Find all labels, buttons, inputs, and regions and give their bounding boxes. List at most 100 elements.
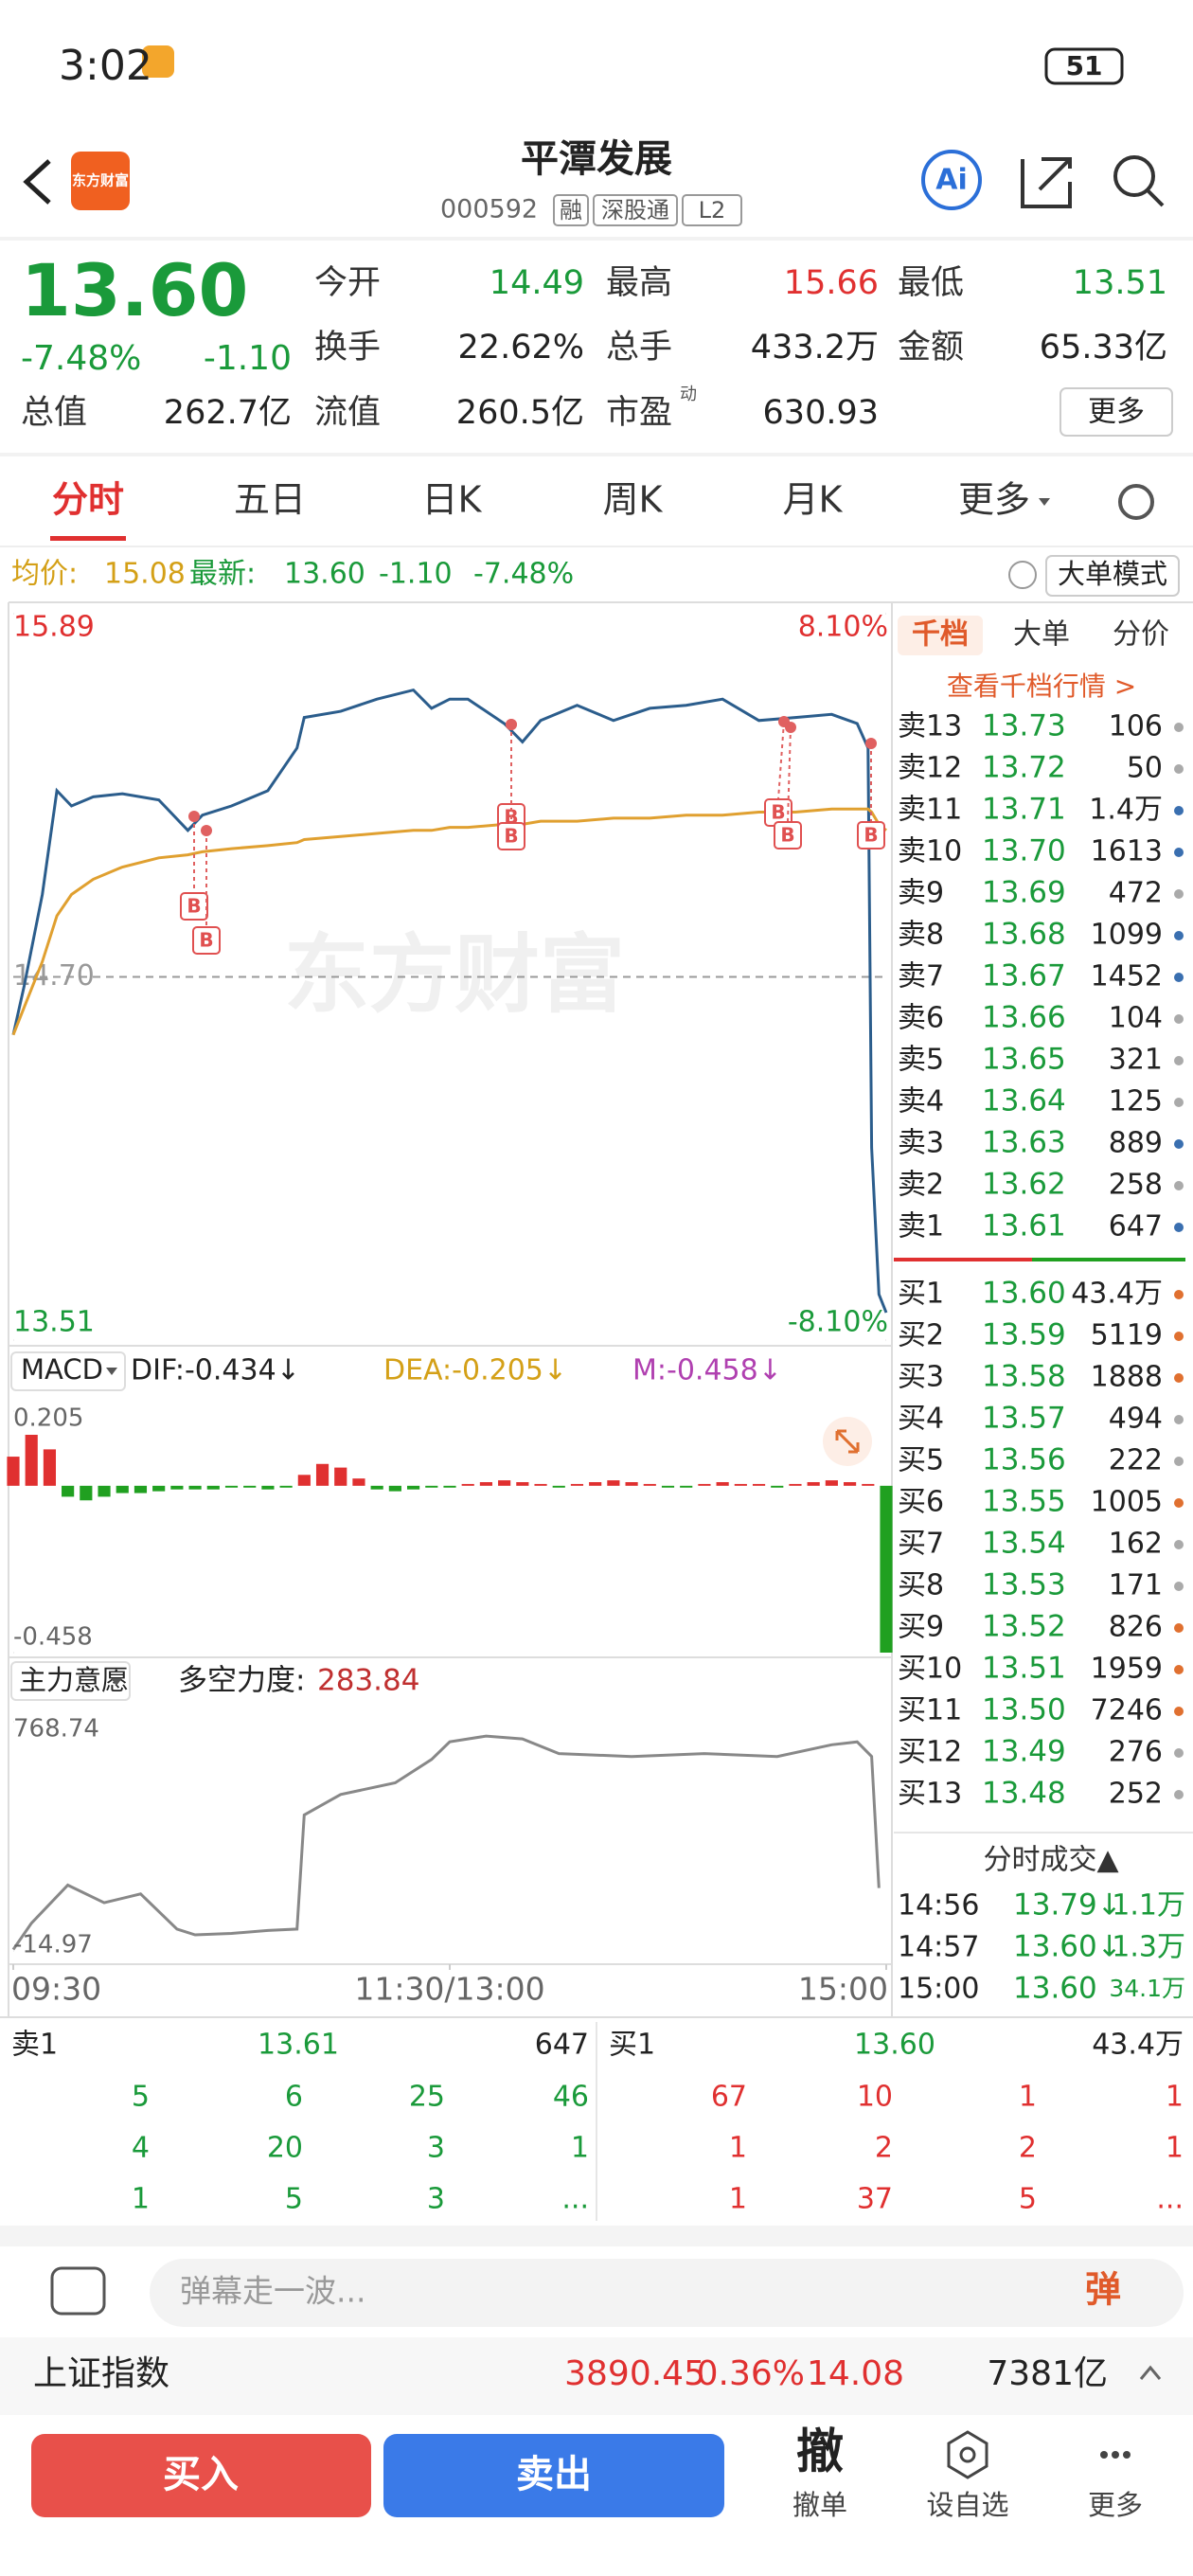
signal-dot: [201, 825, 212, 836]
back-button[interactable]: [23, 159, 51, 205]
index-name[interactable]: 上证指数: [33, 2354, 169, 2393]
trade-time: 14:57: [898, 1931, 979, 1964]
tab-active-bg: [898, 616, 983, 655]
comment-placeholder[interactable]: 弹幕走一波...: [180, 2273, 365, 2310]
comment-icon[interactable]: [50, 2266, 106, 2316]
watch-icon[interactable]: [947, 2430, 988, 2479]
danmaku-button[interactable]: 弹: [1085, 2269, 1121, 2311]
book-volume: 43.4万: [1071, 1278, 1163, 1311]
macd-bar: [279, 1485, 293, 1488]
signal-dot: [188, 811, 200, 822]
ai-label[interactable]: Ai: [935, 164, 968, 197]
mode-label[interactable]: 大单模式: [1058, 558, 1167, 590]
change: -1.10: [204, 339, 292, 378]
y-tick-label: 768.74: [13, 1715, 99, 1744]
book-volume: 252: [1109, 1778, 1163, 1811]
tab[interactable]: 分时: [52, 479, 124, 521]
book-level: 卖8: [898, 919, 944, 952]
tab[interactable]: 更多: [958, 479, 1030, 521]
book-price: 13.48: [982, 1777, 1066, 1811]
book-dot: [1174, 1748, 1184, 1758]
settings-button[interactable]: [1118, 484, 1154, 520]
macd-selector[interactable]: [10, 1351, 126, 1391]
field-value: 260.5亿: [456, 394, 584, 432]
indicator-title[interactable]: 主力意愿: [19, 1664, 129, 1696]
book-price: 13.56: [982, 1443, 1066, 1477]
book-level: 买1: [898, 1278, 944, 1311]
more-label[interactable]: 更多: [1088, 396, 1145, 429]
legend-text: M:-0.458↓: [632, 1354, 782, 1387]
book-level: 买13: [898, 1778, 962, 1811]
y-tick-label: -0.458: [13, 1623, 93, 1652]
queue-order: 3: [427, 2132, 445, 2165]
share-button[interactable]: [1021, 157, 1072, 208]
cancel-label[interactable]: 撤单: [792, 2489, 847, 2521]
field-value: 15.66: [784, 264, 879, 302]
book-dot: [1174, 931, 1184, 940]
ai-button[interactable]: [921, 150, 982, 210]
book-price: 13.52: [982, 1610, 1066, 1644]
info-avg_label: 均价:: [11, 558, 78, 591]
book-level: 卖3: [898, 1127, 944, 1160]
macd-bar: [625, 1482, 638, 1486]
buy-label[interactable]: 买入: [163, 2453, 239, 2496]
indicator-label: 多空力度:: [178, 1664, 305, 1698]
comment-input[interactable]: [150, 2259, 1184, 2327]
buy-button[interactable]: [31, 2434, 371, 2517]
queue-order: 1: [729, 2183, 747, 2216]
book-dot: [1174, 1415, 1184, 1424]
macd-bar: [570, 1483, 584, 1486]
book-level: 买11: [898, 1694, 962, 1727]
y-tick-label: 13.51: [13, 1306, 95, 1339]
x-tick-label: 11:30/13:00: [354, 1971, 544, 2008]
book-level: 卖4: [898, 1085, 944, 1118]
more-actions-label[interactable]: 更多: [1088, 2489, 1143, 2521]
book-dot: [1174, 1290, 1184, 1299]
help-icon[interactable]: [1008, 561, 1037, 589]
sell-label[interactable]: 卖出: [516, 2453, 592, 2496]
indicator-selector[interactable]: [10, 1661, 131, 1701]
queue-order: 1: [1166, 2081, 1184, 2114]
trade-price: 13.79↓: [1013, 1888, 1122, 1923]
book-tab[interactable]: 分价: [1113, 618, 1169, 652]
tab[interactable]: 日K: [422, 479, 483, 521]
cancel-icon[interactable]: 撤: [796, 2424, 844, 2479]
macd-bar: [7, 1457, 20, 1486]
book-tab[interactable]: 千档: [912, 618, 969, 652]
book-price: 13.61: [982, 1209, 1066, 1243]
macd-bar: [752, 1483, 766, 1486]
tag-box: [593, 194, 678, 226]
macd-bar: [661, 1485, 675, 1488]
book-price: 13.65: [982, 1043, 1066, 1077]
book-level: 卖9: [898, 877, 944, 910]
macd-bar: [25, 1435, 38, 1486]
index-amount: 7381亿: [987, 2354, 1108, 2393]
search-button[interactable]: [1113, 155, 1155, 197]
tab[interactable]: 周K: [603, 479, 664, 521]
watch-label[interactable]: 设自选: [926, 2489, 1008, 2521]
expand-index[interactable]: [1139, 2365, 1162, 2380]
stock-tag: 深股通: [601, 197, 669, 224]
book-dot: [1174, 806, 1184, 815]
trades-title[interactable]: 分时成交▲: [983, 1844, 1118, 1877]
change-pct: -7.48%: [21, 339, 141, 378]
tab[interactable]: 五日: [234, 479, 306, 521]
indicator-title[interactable]: MACD: [21, 1353, 103, 1386]
tab[interactable]: 月K: [783, 479, 844, 521]
sell-button[interactable]: [383, 2434, 724, 2517]
trade-price: 13.60: [1013, 1972, 1097, 2006]
more-button[interactable]: [1059, 387, 1173, 437]
signal-stem: [787, 726, 792, 823]
queue-order: 1: [571, 2132, 589, 2165]
mode-button[interactable]: [1045, 555, 1180, 597]
logo-text: 东方财富: [72, 172, 129, 189]
series-line: [11, 688, 888, 1314]
book-dot: [1174, 1014, 1184, 1024]
field-value: 14.49: [490, 264, 584, 302]
queue-order: 5: [132, 2081, 150, 2114]
book-tab[interactable]: 大单: [1013, 618, 1070, 652]
macd-bar: [170, 1485, 184, 1490]
book-link[interactable]: 查看千档行情 >: [947, 671, 1136, 702]
signal-box: [774, 821, 802, 850]
legend-text: DEA:-0.205↓: [383, 1354, 567, 1387]
